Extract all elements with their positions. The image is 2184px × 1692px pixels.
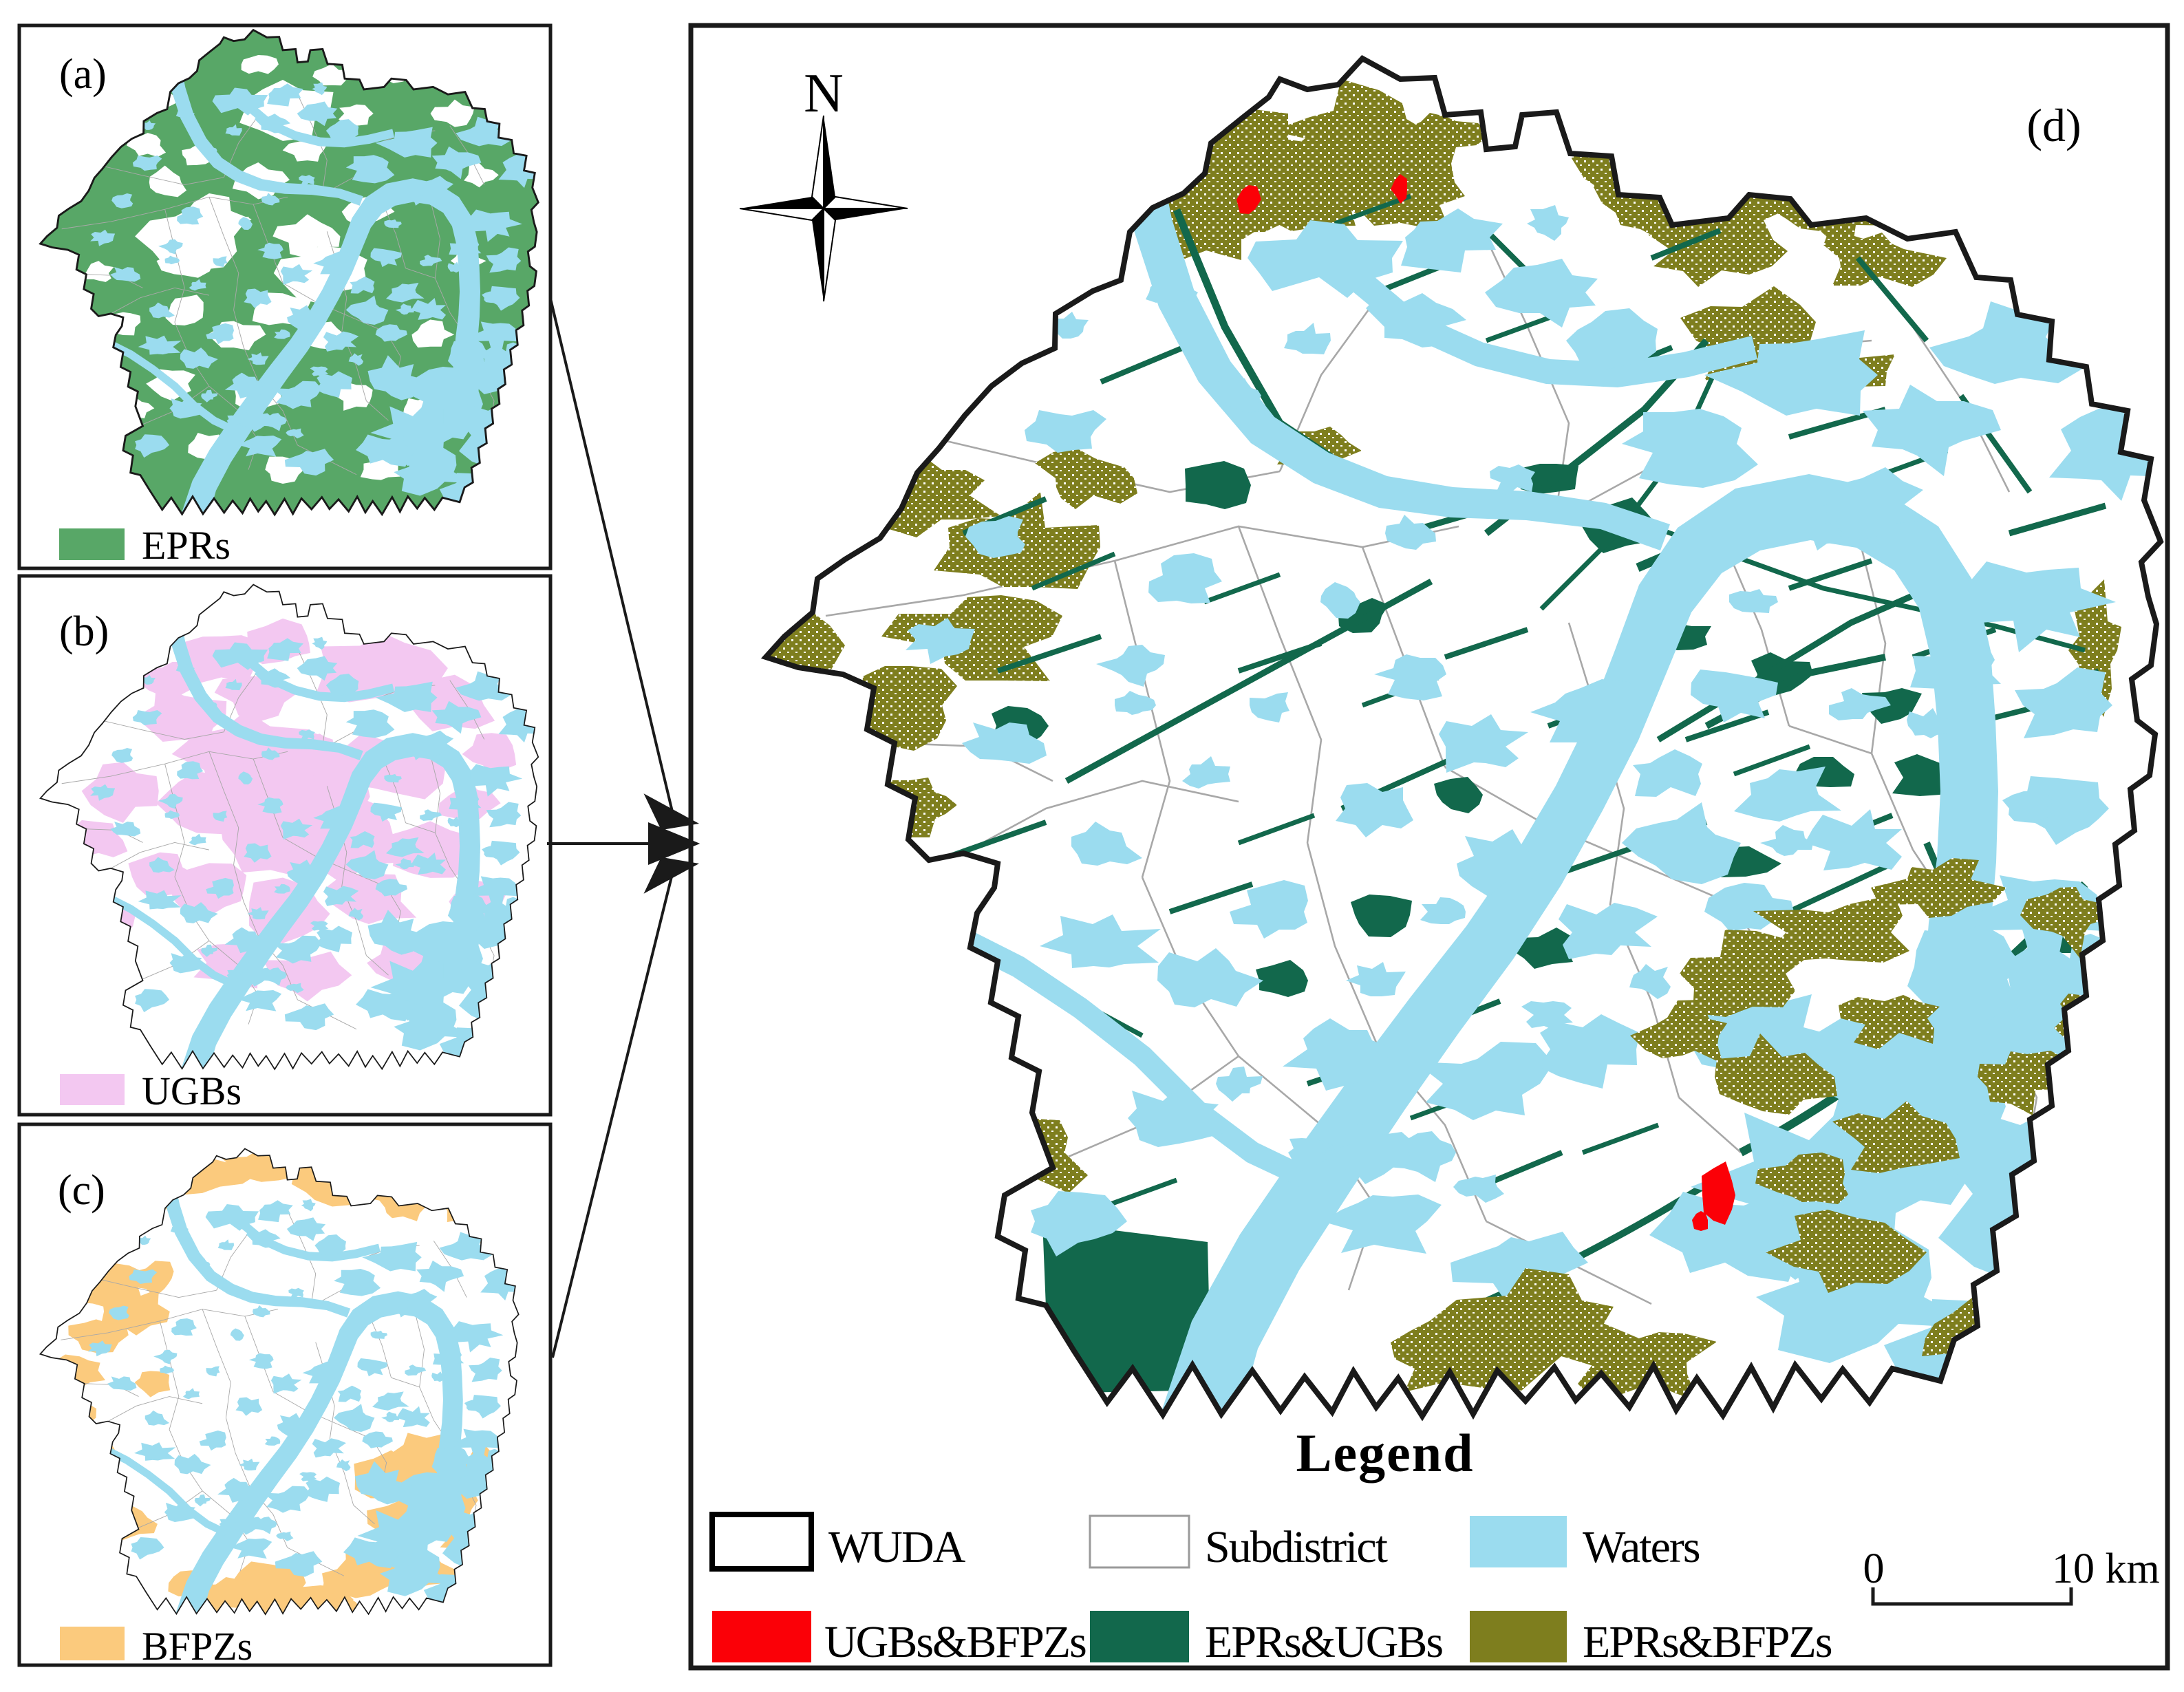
svg-text:EPRs&BFPZs: EPRs&BFPZs [1583, 1617, 1832, 1667]
svg-text:Legend: Legend [1296, 1423, 1474, 1483]
svg-text:0: 0 [1863, 1545, 1885, 1592]
svg-text:Waters: Waters [1583, 1522, 1700, 1572]
svg-text:BFPZs: BFPZs [142, 1624, 253, 1669]
svg-text:EPRs: EPRs [142, 523, 231, 568]
svg-text:10 km: 10 km [2052, 1545, 2160, 1592]
svg-text:N: N [804, 63, 844, 124]
svg-text:Subdistrict: Subdistrict [1205, 1522, 1388, 1572]
svg-text:(b): (b) [59, 608, 109, 655]
svg-text:(c): (c) [58, 1167, 105, 1214]
svg-text:(d): (d) [2026, 99, 2081, 151]
svg-text:EPRs&UGBs: EPRs&UGBs [1205, 1617, 1442, 1667]
svg-text:WUDA: WUDA [828, 1522, 966, 1572]
svg-text:UGBs&BFPZs: UGBs&BFPZs [824, 1617, 1086, 1667]
svg-text:UGBs: UGBs [142, 1069, 242, 1113]
svg-text:(a): (a) [59, 51, 107, 98]
